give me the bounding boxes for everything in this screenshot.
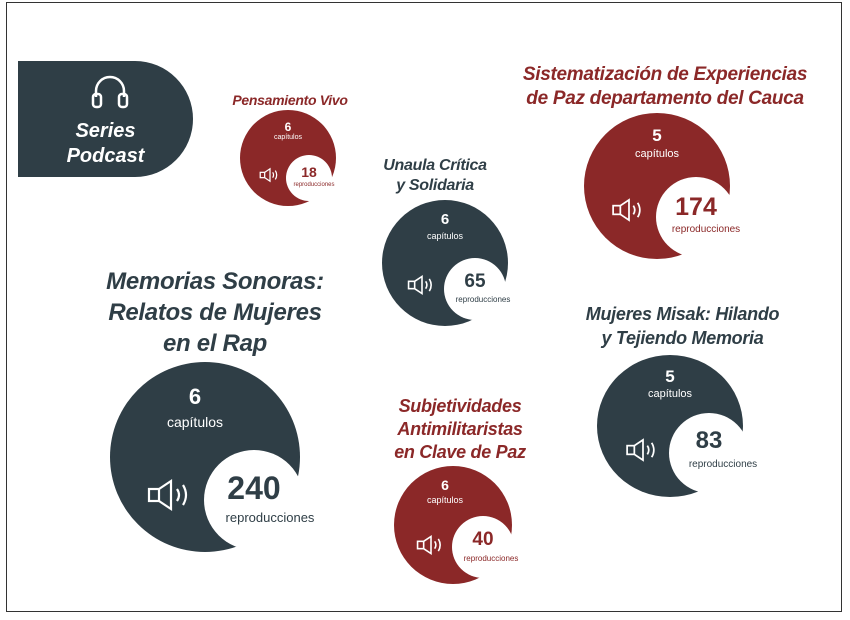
plays-label: reproducciones [455,295,511,304]
podcast-title-unaula: Unaula Crítica y Solidaria [360,156,510,196]
chapter-count: 5 [665,367,675,386]
plays-count: 174 [675,193,717,221]
plays-label: reproducciones [688,459,758,470]
title-line: de Paz departamento del Cauca [526,88,804,109]
plays-count: 240 [227,470,281,506]
speaker-icon [612,198,641,222]
speaker-icon [259,167,278,183]
podcast-bubble-subjetividades: 6 capítulos 40 reproducciones [394,466,518,584]
title-line: Subjetividades [398,396,522,416]
podcast-label: Podcast [66,145,145,167]
chapter-label: capítulos [166,414,224,430]
chapter-count: 6 [284,120,292,134]
title-line: Pensamiento Vivo [232,92,348,108]
plays-badge: 83 reproducciones [669,413,757,493]
podcast-title-subjetividades: Subjetividades Antimilitaristas en Clave… [365,395,555,464]
speaker-icon [626,438,655,462]
title-line: Sistematización de Experiencias [522,64,808,85]
title-line: en Clave de Paz [394,442,526,462]
plays-label: reproducciones [225,510,315,525]
speaker-icon [407,274,432,296]
chapter-count: 6 [440,211,450,228]
chapter-count: 6 [441,477,449,493]
title-line: Antimilitaristas [397,419,523,439]
chapter-label: capítulos [273,134,303,141]
plays-count: 18 [301,164,317,180]
title-line: y Tejiendo Memoria [601,328,764,348]
plays-count: 83 [695,427,723,454]
plays-label: reproducciones [463,554,519,563]
speaker-icon [147,478,188,512]
chapter-label: capítulos [634,148,680,160]
chapter-label: capítulos [647,388,693,400]
plays-badge: 65 reproducciones [444,258,510,320]
podcast-title-sistematizacion: Sistematización de Experiencias de Paz d… [505,63,825,111]
title-line: Memorias Sonoras: [106,268,324,295]
podcast-bubble-unaula: 6 capítulos 65 reproducciones [382,200,510,326]
chapter-count: 6 [188,384,202,409]
title-line: en el Rap [163,330,267,357]
plays-badge: 40 reproducciones [452,516,518,578]
infographic-frame [6,2,842,612]
title-line: Mujeres Misak: Hilando [585,304,780,324]
plays-count: 65 [464,271,486,292]
title-line: Relatos de Mujeres [108,299,322,326]
chapter-label: capítulos [426,495,464,505]
podcast-bubble-memorias-sonoras: 6 capítulos 240 reproducciones [110,362,314,552]
plays-count: 40 [472,529,494,550]
plays-label: reproducciones [293,182,335,188]
series-podcast-tag: Series Podcast [18,61,193,177]
plays-badge: 174 reproducciones [656,177,740,257]
podcast-bubble-mujeres-misak: 5 capítulos 83 reproducciones [597,355,757,497]
podcast-title-pensamiento-vivo: Pensamiento Vivo [215,92,365,109]
podcast-bubble-sistematizacion: 5 capítulos 174 reproducciones [584,113,740,259]
series-label: Series [75,120,136,142]
podcast-title-memorias-sonoras: Memorias Sonoras: Relatos de Mujeres en … [90,266,340,359]
plays-label: reproducciones [671,224,741,235]
podcast-title-mujeres-misak: Mujeres Misak: Hilando y Tejiendo Memori… [560,302,805,350]
speaker-icon [416,534,441,556]
title-line: Unaula Crítica [383,157,487,174]
chapter-label: capítulos [426,231,464,241]
plays-badge: 240 reproducciones [204,450,314,550]
podcast-bubble-pensamiento-vivo: 6 capítulos 18 reproducciones [240,110,336,206]
plays-badge: 18 reproducciones [286,155,335,201]
chapter-count: 5 [652,126,662,145]
title-line: y Solidaria [396,177,474,194]
headphones-icon [91,75,129,109]
